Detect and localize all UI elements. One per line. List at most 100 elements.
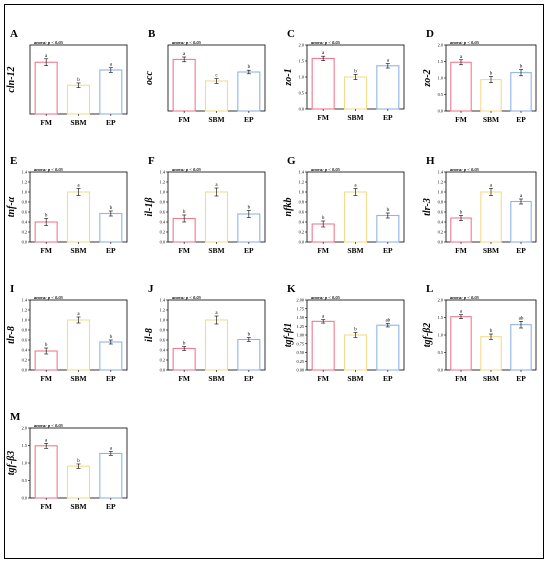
significance-letter: b: [354, 328, 357, 333]
y-tick-label: 0.0: [22, 240, 27, 245]
y-axis-label: zo-2: [422, 69, 433, 87]
y-tick-label: 0.50: [296, 350, 304, 355]
category-label: SBM: [70, 502, 86, 511]
panel-letter: D: [426, 28, 434, 40]
anova-note: anova: p < 0.05: [311, 40, 341, 45]
panel-letter: M: [10, 411, 21, 423]
significance-letter: b: [248, 65, 251, 70]
significance-letter: a: [354, 184, 357, 189]
category-label: EP: [383, 374, 393, 383]
y-tick-label: 1.2: [438, 180, 443, 185]
y-tick-label: 0.2: [438, 230, 443, 235]
significance-letter: a: [110, 63, 113, 68]
y-axis-label: zo-1: [283, 68, 294, 86]
y-tick-label: 0.5: [438, 350, 443, 355]
category-label: FM: [317, 113, 329, 122]
significance-letter: a: [322, 315, 325, 320]
panel-letter: K: [287, 283, 296, 295]
y-tick-label: 0.6: [22, 338, 28, 343]
category-label: SBM: [70, 374, 86, 383]
category-label: SBM: [208, 246, 224, 255]
category-label: EP: [516, 115, 526, 124]
significance-letter: b: [77, 459, 80, 464]
category-label: FM: [40, 502, 52, 511]
category-label: FM: [317, 374, 329, 383]
significance-letter: b: [354, 69, 357, 74]
anova-note: anova: p < 0.05: [450, 167, 480, 172]
panel-letter: B: [148, 28, 156, 40]
category-label: FM: [40, 118, 52, 127]
significance-letter: a: [183, 52, 186, 57]
panel-letter: J: [148, 283, 154, 295]
category-label: SBM: [347, 246, 363, 255]
panel-letter: L: [426, 283, 433, 295]
y-tick-label: 0.0: [299, 240, 304, 245]
category-label: FM: [455, 246, 467, 255]
panel-letter: F: [148, 155, 155, 167]
significance-letter: b: [183, 342, 186, 347]
y-tick-label: 0.00: [296, 368, 304, 373]
panel-letter: E: [10, 155, 17, 167]
anova-note: anova: p < 0.05: [34, 295, 64, 300]
y-tick-label: 0.0: [299, 107, 304, 112]
y-tick-label: 0.2: [160, 230, 165, 235]
significance-letter: a: [77, 312, 80, 317]
y-tick-label: 0.6: [22, 210, 28, 215]
significance-letter: a: [387, 59, 390, 64]
y-tick-label: 1.2: [22, 308, 27, 313]
y-tick-label: 1.0: [299, 75, 304, 80]
y-tick-label: 0.4: [160, 348, 166, 353]
significance-letter: b: [110, 206, 113, 211]
y-axis-label: tgf-β3: [6, 451, 17, 476]
y-tick-label: 1.2: [299, 180, 304, 185]
significance-letter: a: [460, 310, 463, 315]
significance-letter: b: [248, 206, 251, 211]
significance-letter: a: [110, 447, 113, 452]
category-label: FM: [178, 246, 190, 255]
significance-letter: a: [45, 54, 48, 59]
anova-note: anova: p < 0.05: [311, 167, 341, 172]
significance-letter: b: [490, 71, 493, 76]
y-tick-label: 0.0: [22, 496, 27, 501]
y-axis-label: tgf-β2: [422, 323, 433, 348]
significance-letter: a: [45, 438, 48, 443]
y-tick-label: 0.4: [22, 220, 28, 225]
y-tick-label: 1.0: [299, 190, 304, 195]
y-tick-label: 1.5: [299, 59, 304, 64]
y-tick-label: 1.2: [160, 308, 165, 313]
y-tick-label: 0.75: [296, 341, 304, 346]
y-tick-label: 2.0: [438, 43, 443, 48]
y-axis-label: tlr-8: [6, 326, 17, 344]
y-tick-label: 0.0: [438, 109, 443, 114]
y-tick-label: 1.5: [22, 443, 27, 448]
y-tick-label: 0.0: [438, 368, 443, 373]
y-tick-label: 0.5: [299, 91, 304, 96]
y-tick-label: 1.00: [296, 333, 304, 338]
y-tick-label: 1.0: [22, 190, 27, 195]
category-label: FM: [455, 115, 467, 124]
y-tick-label: 1.5: [438, 59, 443, 64]
category-label: SBM: [70, 246, 86, 255]
y-axis-label: cln-12: [6, 66, 17, 92]
panel-letter: C: [287, 28, 295, 40]
y-tick-label: 0.2: [22, 358, 27, 363]
y-tick-label: 1.0: [160, 318, 165, 323]
category-label: EP: [516, 246, 526, 255]
y-tick-label: 0.5: [22, 478, 27, 483]
significance-letter: a: [322, 51, 325, 56]
y-tick-label: 1.0: [438, 190, 443, 195]
panel-letter: A: [10, 28, 18, 40]
significance-letter: b: [322, 216, 325, 221]
category-label: EP: [383, 113, 393, 122]
category-label: SBM: [70, 118, 86, 127]
